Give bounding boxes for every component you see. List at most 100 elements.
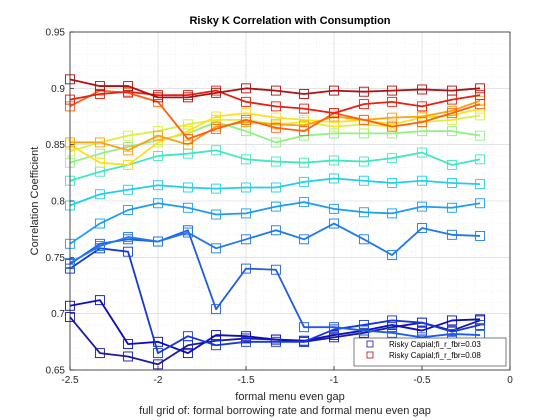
data-point-marker [270,336,281,347]
x-tick-label: -0.5 [413,375,431,386]
data-point-marker [94,348,105,359]
data-point-marker [211,304,222,315]
y-tick-label: 0.8 [51,197,65,208]
data-point-marker [270,122,281,133]
data-point-marker [153,348,163,359]
data-point-marker [211,87,222,98]
data-point-marker [182,139,193,150]
data-point-marker [241,331,251,342]
data-point-marker [329,155,339,166]
data-point-marker [417,325,427,336]
series-line-3 [69,229,481,339]
data-point-marker [123,246,134,257]
data-point-marker [211,183,222,194]
series-line-11 [70,99,481,152]
series-line-6 [69,177,481,207]
data-point-marker [270,137,281,148]
series-line-4 [69,222,481,264]
data-point-marker [182,348,193,359]
data-point-marker [241,182,251,193]
data-point-marker [241,263,251,274]
data-point-marker [417,117,427,128]
y-tick-label: 0.65 [46,366,66,377]
data-point-marker [211,243,222,254]
data-point-marker [387,153,398,164]
data-point-marker [211,340,222,351]
data-point-marker [387,208,398,219]
data-point-marker [241,83,251,94]
series-line-14 [69,78,481,99]
data-point-marker [241,114,251,125]
y-tick-label: 0.75 [46,253,66,264]
data-point-marker [446,159,457,170]
data-point-marker [329,108,339,119]
data-point-marker [299,157,310,168]
figure-caption: full grid of: formal borrowing rate and … [139,405,431,417]
data-point-marker [446,108,457,119]
data-point-marker [446,229,457,240]
data-point-marker [241,154,251,165]
series-13 [65,85,486,119]
data-point-marker [123,130,134,141]
data-point-marker [299,234,310,245]
series-14 [65,74,486,103]
data-point-marker [123,81,134,92]
data-point-marker [241,336,251,347]
data-point-marker [417,147,427,158]
data-point-marker [329,128,339,139]
data-point-marker [446,202,457,213]
data-point-marker [299,322,310,333]
data-point-marker [94,189,105,200]
data-point-marker [446,315,457,326]
data-point-marker [153,198,163,209]
data-point-marker [299,89,310,99]
data-point-marker [417,84,427,95]
data-point-marker [358,325,369,336]
data-point-marker [241,96,251,107]
data-point-marker [387,315,398,326]
data-point-marker [182,182,193,193]
data-point-marker [270,225,281,236]
chart-title: Risky K Correlation with Consumption [189,15,390,27]
series-line-1 [69,299,481,355]
data-point-marker [153,150,163,161]
data-point-marker [299,114,310,125]
data-point-marker [329,218,339,229]
data-point-marker [153,180,163,191]
data-point-marker [270,101,281,112]
data-point-marker [358,207,369,218]
y-tick-label: 0.9 [51,84,65,95]
data-point-marker [475,83,486,94]
data-point-marker [94,157,105,168]
data-point-marker [417,317,427,328]
x-tick-label: -2 [154,375,163,386]
data-point-marker [387,121,398,132]
data-point-marker [182,92,193,103]
data-point-marker [387,327,398,338]
data-point-marker [123,339,134,350]
data-point-marker [123,205,134,215]
data-point-marker [475,110,486,121]
series-3 [65,225,486,343]
data-point-marker [358,99,369,110]
data-point-marker [299,103,310,114]
data-point-marker [270,156,281,167]
x-tick-label: 0 [507,375,513,386]
data-point-marker [475,314,486,325]
series-5 [65,197,486,249]
data-point-marker [182,331,193,342]
data-point-marker [153,137,163,148]
series-line-7 [69,149,481,182]
y-tick-label: 0.95 [46,28,66,39]
data-point-marker [417,111,427,122]
data-point-marker [123,184,134,195]
data-point-marker [123,86,134,97]
data-point-marker [329,173,339,184]
data-point-marker [358,114,369,125]
data-point-marker [446,126,457,137]
data-point-marker [417,223,427,233]
data-point-marker [153,236,163,247]
data-point-marker [329,203,339,214]
data-point-marker [387,178,398,188]
